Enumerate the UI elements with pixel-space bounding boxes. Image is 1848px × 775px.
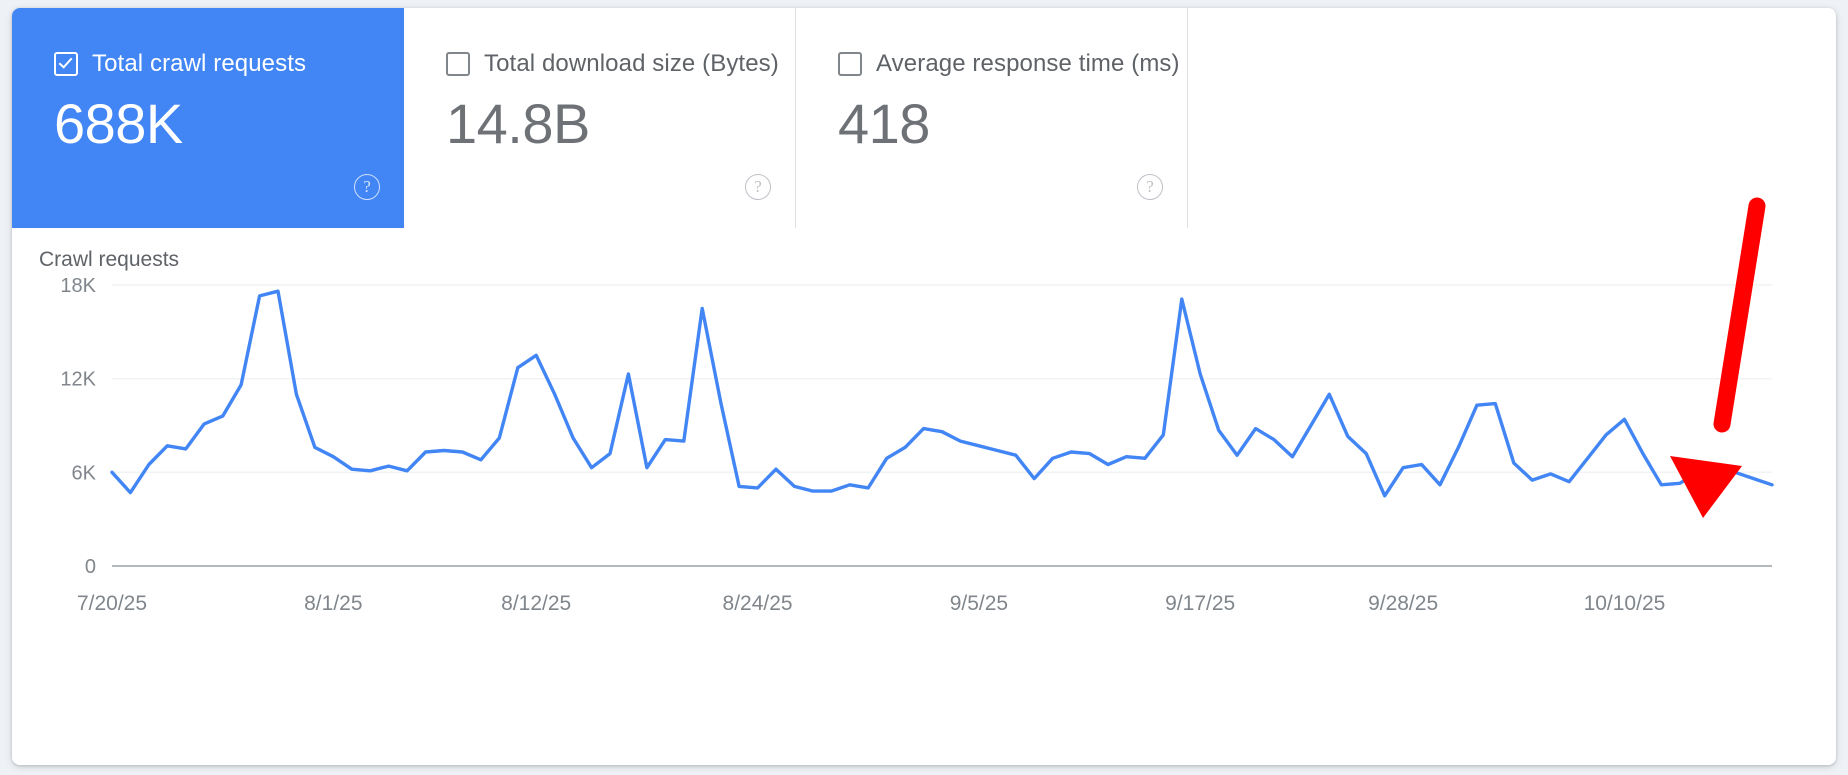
metric-head: Total download size (Bytes)	[446, 50, 795, 78]
x-axis-tick-label: 8/1/25	[304, 592, 362, 615]
x-axis-tick-label: 7/20/25	[77, 592, 147, 615]
chart-series-group	[110, 289, 1774, 498]
x-axis-tick-label: 9/28/25	[1368, 592, 1438, 615]
checkbox-total-download-size[interactable]	[446, 52, 470, 76]
metric-head: Average response time (ms)	[838, 50, 1187, 78]
metric-card-average-response-time[interactable]: Average response time (ms) 418 ?	[796, 8, 1188, 228]
crawl-stats-panel: Total crawl requests 688K ? Total downlo…	[12, 8, 1836, 765]
metric-cards-row: Total crawl requests 688K ? Total downlo…	[12, 8, 1836, 228]
chart-title: Crawl requests	[39, 248, 180, 271]
chart-series-line	[1733, 470, 1774, 487]
y-axis-tick-label: 0	[85, 556, 96, 578]
checkbox-total-crawl-requests[interactable]	[54, 52, 78, 76]
checkbox-average-response-time[interactable]	[838, 52, 862, 76]
chart-x-axis-ticks: 7/20/25 8/1/25 8/12/25 8/24/25 9/5/25 9/17/25…	[77, 592, 1665, 615]
help-icon-total-crawl-requests[interactable]: ?	[354, 174, 380, 200]
crawl-requests-chart: Crawl requests 0 6K 12K 18K 7/20/25 8/1/25 8/…	[12, 228, 1836, 765]
y-axis-tick-label: 18K	[60, 275, 96, 297]
metric-row-filler	[1188, 8, 1836, 228]
x-axis-tick-label: 10/10/25	[1584, 592, 1666, 615]
chart-series-line	[110, 289, 1700, 498]
x-axis-tick-label: 9/5/25	[950, 592, 1008, 615]
metric-label-total-download-size: Total download size (Bytes)	[484, 50, 779, 77]
check-icon	[58, 54, 73, 69]
metric-value-total-crawl-requests: 688K	[54, 92, 183, 155]
chart-plot-area[interactable]: 0 6K 12K 18K 7/20/25 8/1/25 8/12/25 8/24/25 9/5…	[12, 228, 1836, 765]
x-axis-tick-label: 8/24/25	[723, 592, 793, 615]
metric-head: Total crawl requests	[54, 50, 404, 78]
metric-value-average-response-time: 418	[838, 92, 930, 155]
metric-value-total-download-size: 14.8B	[446, 92, 590, 155]
metric-card-total-download-size[interactable]: Total download size (Bytes) 14.8B ?	[404, 8, 796, 228]
x-axis-tick-label: 8/12/25	[501, 592, 571, 615]
help-icon-average-response-time[interactable]: ?	[1137, 174, 1163, 200]
chart-y-axis-ticks: 0 6K 12K 18K	[60, 275, 96, 578]
metric-label-average-response-time: Average response time (ms)	[876, 50, 1180, 77]
chart-gridlines	[112, 284, 1772, 567]
x-axis-tick-label: 9/17/25	[1165, 592, 1235, 615]
y-axis-tick-label: 6K	[72, 462, 97, 484]
metric-label-total-crawl-requests: Total crawl requests	[92, 50, 307, 77]
metric-card-total-crawl-requests[interactable]: Total crawl requests 688K ?	[12, 8, 404, 228]
help-icon-total-download-size[interactable]: ?	[745, 174, 771, 200]
y-axis-tick-label: 12K	[60, 369, 96, 391]
